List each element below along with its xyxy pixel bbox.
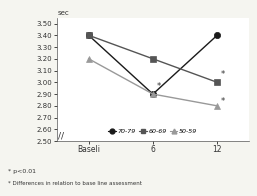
Text: //: // bbox=[58, 132, 64, 141]
Text: * p<0.01: * p<0.01 bbox=[8, 170, 36, 174]
Text: *: * bbox=[221, 97, 225, 106]
Text: *: * bbox=[221, 70, 225, 79]
Text: sec: sec bbox=[58, 10, 70, 16]
Text: *: * bbox=[157, 82, 161, 91]
Legend: 70-79, 60-69, 50-59: 70-79, 60-69, 50-59 bbox=[106, 126, 200, 137]
Text: * Differences in relation to base line assessment: * Differences in relation to base line a… bbox=[8, 181, 142, 186]
